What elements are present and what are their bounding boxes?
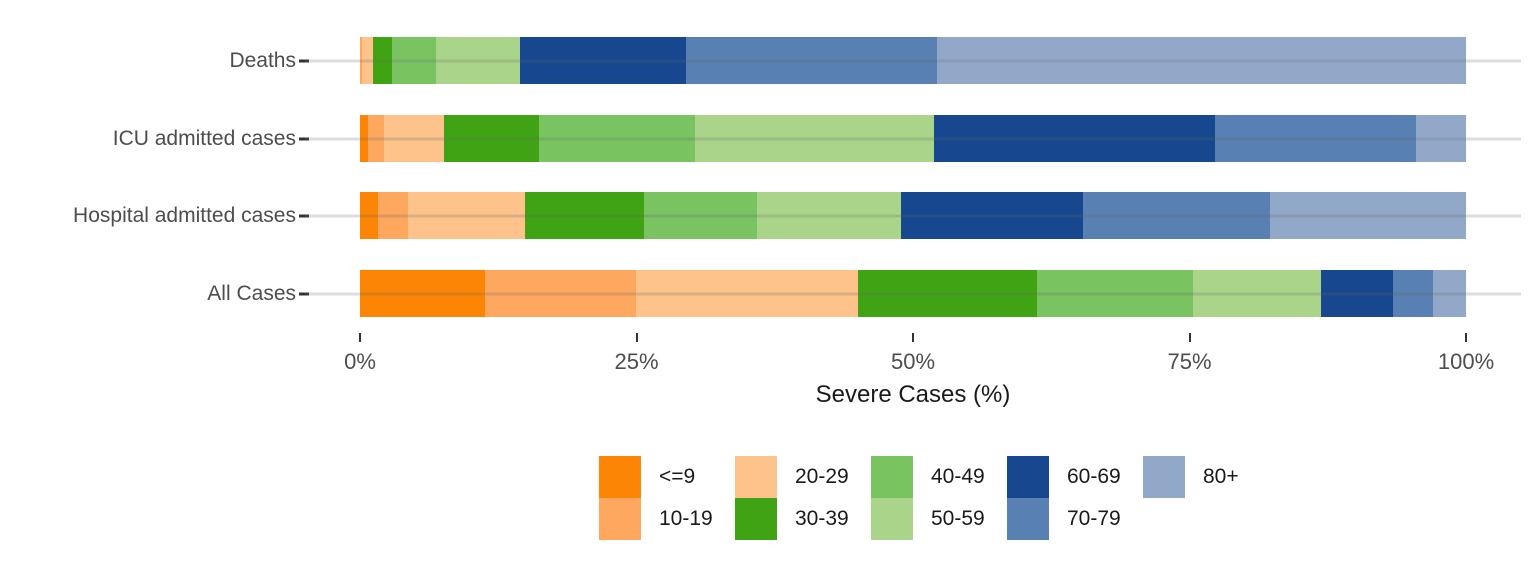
bar-segment-age-1019 (484, 270, 637, 317)
x-axis-tick (359, 333, 361, 342)
bar-segment-age-4049 (644, 192, 758, 239)
legend-swatch-age-80plus (1143, 456, 1185, 498)
category-label: All Cases (207, 281, 296, 305)
bar-segment-age-7079 (1214, 115, 1417, 162)
x-axis-tick (1188, 333, 1191, 342)
legend-swatch-age-4049 (871, 456, 913, 498)
category-label: Deaths (229, 48, 296, 72)
bar-segment-age-1019 (360, 37, 363, 84)
x-axis-tick (635, 333, 638, 342)
y-axis-tick (299, 137, 309, 140)
bar-segment-age-1019 (377, 192, 408, 239)
legend-label-age-1019: 10-19 (659, 507, 713, 530)
bar-segment-age-3039 (524, 192, 645, 239)
bar-segment-age-4049 (392, 37, 437, 84)
legend-label-age-6069: 60-69 (1067, 465, 1121, 488)
bar-segment-age-9 (360, 270, 485, 317)
bar-segment-age-6069 (900, 192, 1084, 239)
legend-label-age-5059: 50-59 (931, 507, 985, 530)
x-axis-tick-label: 0% (344, 349, 376, 374)
bar-segment-age-80plus (1416, 115, 1466, 162)
category-label: Hospital admitted cases (73, 203, 296, 227)
legend-label-age-7079: 70-79 (1067, 507, 1121, 530)
bar-segment-age-2029 (407, 192, 525, 239)
legend-swatch-age-3039 (735, 498, 777, 540)
x-axis-tick-label: 50% (890, 349, 936, 374)
x-axis-tick (912, 333, 914, 342)
bar-segment-age-7079 (686, 37, 938, 84)
bar-row (360, 270, 1466, 317)
bar-row (360, 192, 1466, 239)
x-axis-tick-label: 25% (614, 349, 659, 374)
bar-row (360, 115, 1466, 162)
legend-swatch-age-5059 (871, 498, 913, 540)
x-axis-tick (1465, 333, 1467, 342)
bar-segment-age-6069 (933, 115, 1215, 162)
bar-segment-age-3039 (373, 37, 393, 84)
legend-swatch-age-2029 (735, 456, 777, 498)
legend-swatch-age-6069 (1007, 456, 1049, 498)
bar-segment-age-6069 (520, 37, 687, 84)
bar-segment-age-5059 (757, 192, 901, 239)
bar-segment-age-2029 (384, 115, 445, 162)
y-axis-tick (299, 292, 309, 295)
legend-label-age-9: <=9 (659, 465, 696, 488)
bar-segment-age-80plus (1432, 270, 1466, 317)
bar-segment-age-80plus (1270, 192, 1466, 239)
bar-segment-age-3039 (444, 115, 540, 162)
bar-segment-age-2029 (362, 37, 374, 84)
bar-segment-age-80plus (937, 37, 1466, 84)
x-axis-tick-label: 100% (1437, 349, 1495, 374)
bar-segment-age-5059 (436, 37, 521, 84)
legend-swatch-age-7079 (1007, 498, 1049, 540)
legend-label-age-2029: 20-29 (795, 465, 849, 488)
bar-segment-age-5059 (695, 115, 934, 162)
bar-segment-age-7079 (1083, 192, 1271, 239)
bar-segment-age-6069 (1321, 270, 1393, 317)
bar-segment-age-9 (360, 192, 378, 239)
category-label: ICU admitted cases (112, 126, 296, 150)
x-axis-tick-label: 75% (1167, 349, 1212, 374)
bar-segment-age-5059 (1192, 270, 1322, 317)
legend-swatch-age-9 (599, 456, 641, 498)
legend-label-age-3039: 30-39 (795, 507, 849, 530)
bar-segment-age-1019 (367, 115, 385, 162)
y-axis-tick (299, 59, 309, 62)
legend-label-age-4049: 40-49 (931, 465, 985, 488)
bar-segment-age-2029 (636, 270, 858, 317)
legend-label-age-80plus: 80+ (1203, 465, 1239, 488)
bar-segment-age-3039 (857, 270, 1037, 317)
bar-row (360, 37, 1466, 84)
x-axis-title: Severe Cases (%) (815, 381, 1011, 408)
bar-segment-age-7079 (1392, 270, 1433, 317)
bar-segment-age-4049 (539, 115, 696, 162)
bar-segment-age-4049 (1036, 270, 1193, 317)
legend-swatch-age-1019 (599, 498, 641, 540)
bar-segment-age-9 (360, 115, 368, 162)
y-axis-tick (299, 214, 309, 217)
